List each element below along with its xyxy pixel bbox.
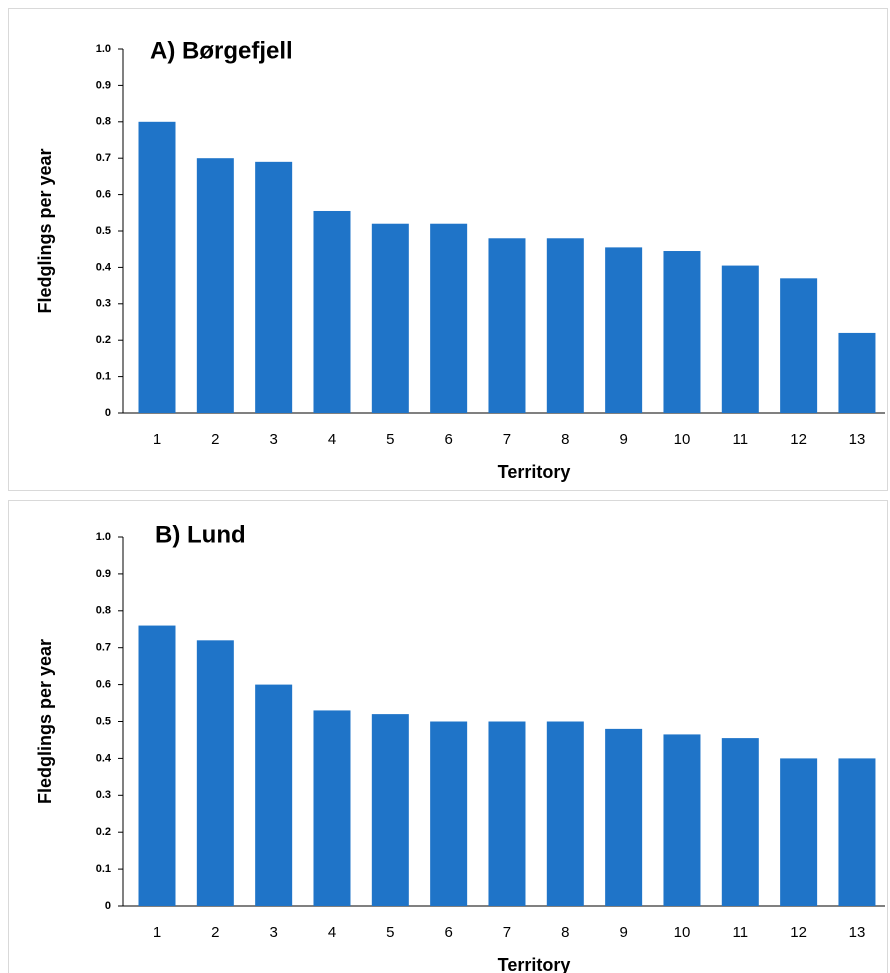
y-tick-label: 0.5 xyxy=(96,715,111,727)
y-axis-title: Fledglings per year xyxy=(35,148,55,313)
chart-title: B) Lund xyxy=(155,521,246,548)
y-tick-label: 0.6 xyxy=(96,679,111,691)
x-tick-label: 7 xyxy=(503,431,511,448)
panel-border xyxy=(8,8,888,491)
bar xyxy=(488,238,526,413)
bar xyxy=(605,728,643,906)
y-tick-label: 0.3 xyxy=(96,789,111,801)
y-tick-label: 0.9 xyxy=(96,568,111,580)
x-tick-label: 1 xyxy=(153,431,161,448)
bar xyxy=(138,625,176,906)
x-tick-label: 12 xyxy=(790,924,807,941)
y-tick-label: 1.0 xyxy=(96,43,111,55)
x-tick-label: 3 xyxy=(269,924,277,941)
x-tick-label: 12 xyxy=(790,431,807,448)
bar xyxy=(780,278,818,413)
y-tick-label: 0.5 xyxy=(96,225,111,237)
x-tick-label: 9 xyxy=(619,924,627,941)
y-axis-title: Fledglings per year xyxy=(35,639,55,804)
bar xyxy=(663,734,701,906)
x-tick-label: 2 xyxy=(211,431,219,448)
x-tick-label: 10 xyxy=(674,924,691,941)
bar xyxy=(313,710,351,906)
x-tick-label: 2 xyxy=(211,924,219,941)
x-tick-label: 8 xyxy=(561,924,569,941)
bar xyxy=(721,265,759,413)
bar xyxy=(838,332,876,413)
bar xyxy=(605,247,643,413)
bar xyxy=(546,238,584,413)
bar xyxy=(255,161,293,413)
bar xyxy=(255,684,293,906)
bar xyxy=(371,223,409,413)
bar xyxy=(663,251,701,413)
x-tick-label: 10 xyxy=(674,431,691,448)
bar xyxy=(430,223,468,413)
x-tick-label: 3 xyxy=(269,431,277,448)
bar xyxy=(430,721,468,906)
panel-border xyxy=(8,500,888,973)
x-tick-label: 13 xyxy=(849,431,866,448)
bar xyxy=(138,121,176,414)
x-tick-label: 7 xyxy=(503,924,511,941)
y-tick-label: 0.6 xyxy=(96,189,111,201)
x-tick-label: 8 xyxy=(561,431,569,448)
bar xyxy=(196,158,234,413)
bar xyxy=(196,640,234,906)
bar xyxy=(371,714,409,906)
y-tick-label: 0.7 xyxy=(96,152,111,164)
y-tick-label: 0.2 xyxy=(96,826,111,838)
x-tick-label: 4 xyxy=(328,924,336,941)
y-tick-label: 0.7 xyxy=(96,642,111,654)
y-tick-label: 0.8 xyxy=(96,116,111,128)
x-tick-label: 6 xyxy=(444,924,452,941)
x-tick-label: 4 xyxy=(328,431,336,448)
bar xyxy=(546,721,584,906)
y-tick-label: 0 xyxy=(105,407,111,419)
x-tick-label: 1 xyxy=(153,924,161,941)
x-tick-label: 6 xyxy=(444,431,452,448)
bar xyxy=(721,738,759,906)
y-tick-label: 0.8 xyxy=(96,605,111,617)
y-tick-label: 0.2 xyxy=(96,334,111,346)
x-tick-label: 11 xyxy=(733,924,749,941)
chart-title: A) Børgefjell xyxy=(150,37,293,64)
y-tick-label: 0.4 xyxy=(96,752,112,764)
bar xyxy=(313,210,351,413)
bar xyxy=(838,758,876,906)
y-tick-label: 0.3 xyxy=(96,298,111,310)
x-axis-title: Territory xyxy=(498,955,571,973)
x-tick-label: 11 xyxy=(733,431,749,448)
y-tick-label: 0.1 xyxy=(96,371,111,383)
x-tick-label: 9 xyxy=(619,431,627,448)
bar xyxy=(780,758,818,906)
bar xyxy=(488,721,526,906)
y-tick-label: 0 xyxy=(105,900,111,912)
x-tick-label: 5 xyxy=(386,431,394,448)
y-tick-label: 0.9 xyxy=(96,79,111,91)
x-tick-label: 5 xyxy=(386,924,394,941)
y-tick-label: 1.0 xyxy=(96,531,111,543)
x-tick-label: 13 xyxy=(849,924,866,941)
y-tick-label: 0.1 xyxy=(96,863,111,875)
x-axis-title: Territory xyxy=(498,462,571,482)
y-tick-label: 0.4 xyxy=(96,261,112,273)
